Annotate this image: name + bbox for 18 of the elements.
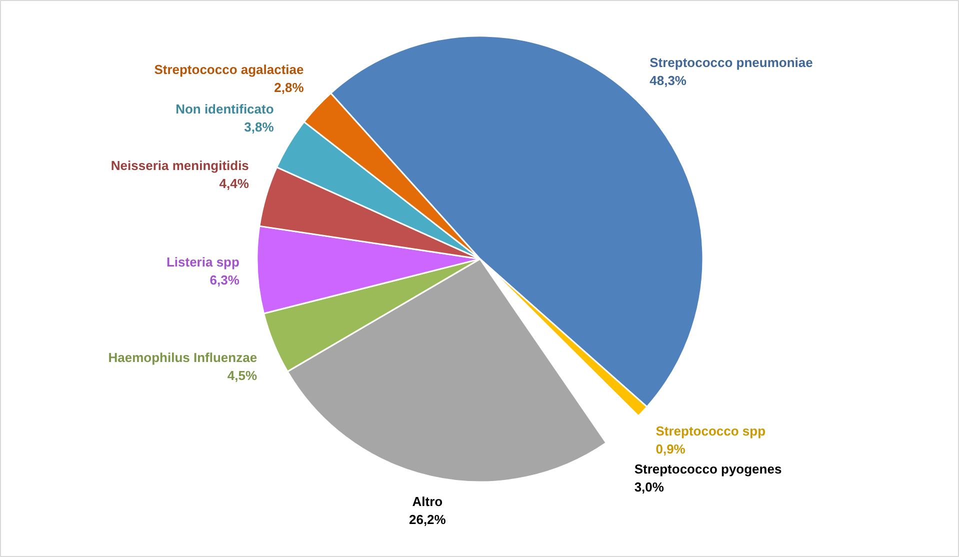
slice-label: Streptococco agalactiae bbox=[154, 62, 304, 77]
slice-label: Non identificato bbox=[176, 102, 274, 117]
data-label: 4,4% bbox=[219, 176, 250, 192]
data-label: 2,8% bbox=[274, 80, 304, 95]
slice-label: Altro bbox=[412, 494, 443, 509]
data-label: 6,3% bbox=[210, 272, 240, 288]
data-label: 4,5% bbox=[227, 368, 258, 384]
slice-label: Haemophilus Influenzae bbox=[108, 350, 258, 366]
slice-label: Streptococco pneumoniae bbox=[650, 55, 813, 70]
data-label: 3,0% bbox=[634, 479, 664, 494]
slice-label: Streptococco pyogenes bbox=[634, 461, 782, 476]
slice-label: Neisseria meningitidis bbox=[110, 158, 249, 174]
data-label: 3,8% bbox=[244, 120, 274, 135]
data-label: 48,3% bbox=[650, 73, 687, 88]
data-label: 26,2% bbox=[408, 512, 446, 527]
data-label: 0,9% bbox=[656, 442, 686, 457]
slice-label: Listeria spp bbox=[166, 254, 240, 270]
slice-label: Streptococco spp bbox=[656, 424, 766, 439]
